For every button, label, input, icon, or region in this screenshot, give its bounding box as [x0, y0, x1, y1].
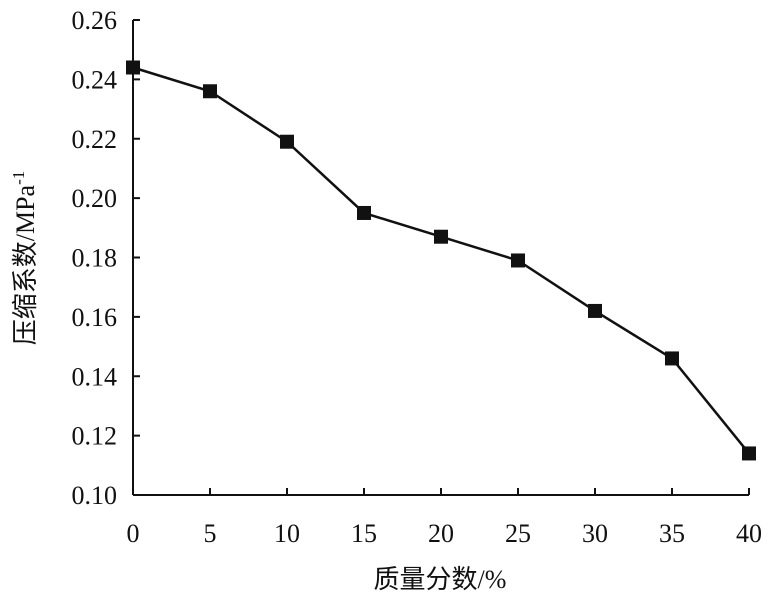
marker: [203, 84, 217, 99]
x-axis-label: 质量分数/%: [374, 565, 507, 594]
marker: [434, 229, 448, 244]
y-tick-label: 0.14: [72, 362, 118, 391]
x-tick-label: 5: [204, 519, 217, 548]
x-tick-label: 15: [351, 519, 377, 548]
y-tick-label: 0.20: [72, 184, 118, 213]
y-axis-label-sup: -1: [9, 171, 28, 185]
y-axis-label-group: 压缩系数/MPa-1: [9, 171, 40, 346]
marker: [588, 303, 602, 318]
x-tick-label: 10: [274, 519, 300, 548]
marker: [665, 351, 679, 366]
x-tick-label: 0: [127, 519, 140, 548]
marker: [126, 60, 140, 75]
y-tick-label: 0.18: [72, 244, 118, 273]
y-tick-label: 0.24: [72, 65, 118, 94]
y-tick-label: 0.16: [72, 303, 118, 332]
series-line: [132, 66, 750, 455]
marker: [742, 446, 756, 461]
y-tick-label: 0.22: [72, 125, 118, 154]
y-tick-label: 0.12: [72, 422, 118, 451]
y-tick-label: 0.10: [72, 481, 118, 510]
marker: [511, 253, 525, 268]
x-tick-label: 30: [582, 519, 608, 548]
marker: [280, 134, 294, 149]
y-tick-label: 0.26: [72, 6, 118, 35]
x-tick-label: 35: [659, 519, 685, 548]
marker: [357, 205, 371, 220]
y-axis-label: 压缩系数/MPa-1: [9, 171, 40, 346]
x-tick-label: 25: [505, 519, 531, 548]
x-tick-label: 40: [736, 519, 762, 548]
y-axis-label-main: 压缩系数/MPa: [11, 184, 40, 345]
x-tick-label: 20: [428, 519, 454, 548]
